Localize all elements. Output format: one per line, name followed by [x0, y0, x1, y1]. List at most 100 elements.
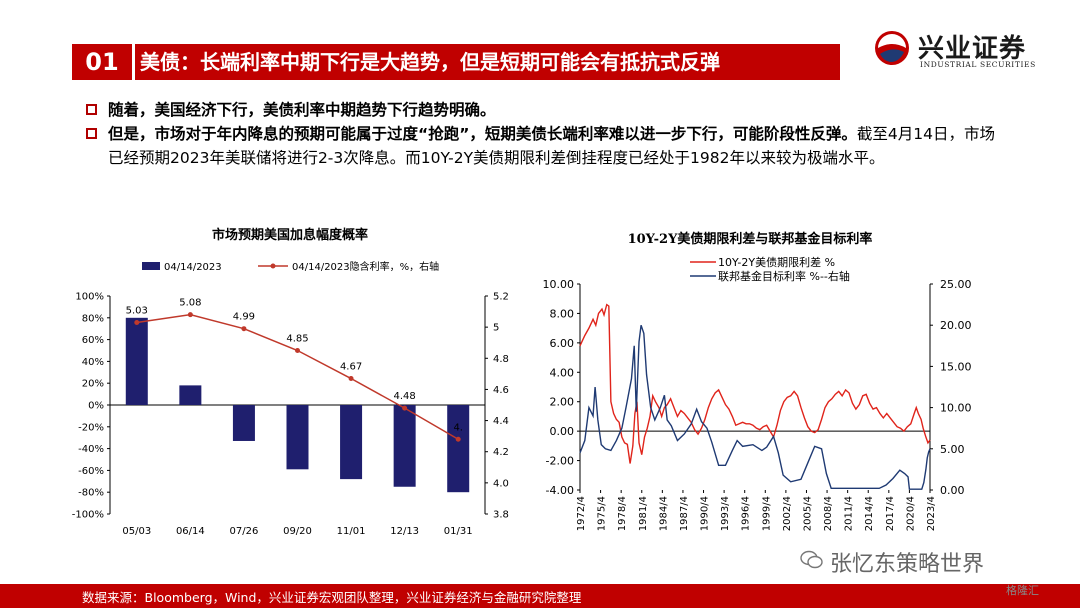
data-label: 5.03: [126, 305, 148, 316]
legend-line-marker: [270, 263, 276, 269]
rate-point: [295, 348, 300, 353]
y-right-tick-label: 0.00: [940, 484, 965, 497]
x-tick-label: 1984/4: [658, 496, 669, 531]
y-left-tick-label: 20%: [82, 379, 104, 390]
y-right-tick-label: 4.4: [493, 416, 509, 427]
rate-point: [348, 376, 354, 382]
legend-spread-label: 10Y-2Y美债期限利差 %: [718, 255, 835, 269]
y-right-tick-label: 5.00: [940, 443, 965, 456]
spread-line: [579, 303, 931, 464]
x-tick-label: 06/14: [176, 526, 205, 537]
x-tick-label: 05/03: [122, 526, 151, 537]
x-tick-label: 12/13: [390, 526, 419, 537]
rate-point: [455, 436, 461, 442]
y-left-tick-label: 100%: [75, 292, 104, 303]
bullet-bold-text: 但是，市场对于年内降息的预期可能属于过度“抢跑”，短期美债长端利率难以进一步下行…: [108, 125, 857, 143]
brand-name: 兴业证券: [918, 34, 1027, 64]
brand-subtitle: INDUSTRIAL SECURITIES: [920, 60, 1036, 69]
brand-logo-icon: [875, 31, 909, 65]
y-left-tick-label: 4.00: [550, 366, 575, 379]
wechat-icon: [800, 550, 823, 569]
y-right-tick-label: 5: [493, 323, 499, 334]
x-tick-label: 1987/4: [679, 496, 690, 531]
data-label: 4.85: [286, 334, 308, 345]
bar: [393, 405, 416, 487]
checkbox-square-icon: [86, 104, 97, 115]
x-tick-label: 2014/4: [864, 496, 875, 531]
y-left-tick-label: -80%: [78, 488, 104, 499]
x-tick-label: 2008/4: [823, 496, 834, 531]
fed-funds-line: [579, 324, 931, 490]
x-tick-label: 1996/4: [741, 496, 752, 531]
bar: [340, 405, 363, 480]
y-right-tick-label: 4.2: [493, 447, 509, 458]
legend-bar-label: 04/14/2023: [164, 262, 222, 273]
x-tick-label: 11/01: [337, 526, 366, 537]
rate-point: [241, 326, 247, 332]
x-tick-label: 09/20: [283, 526, 312, 537]
y-right-tick-label: 4.8: [493, 354, 509, 365]
watermark-text: 张忆东策略世界: [830, 552, 985, 577]
y-left-tick-label: -2.00: [546, 455, 574, 468]
y-right-tick-label: 25.00: [940, 278, 972, 291]
y-left-tick-label: 60%: [82, 335, 104, 346]
title-bar: [72, 44, 840, 80]
y-left-tick-label: 0%: [88, 401, 104, 412]
bullet-list: 随着，美国经济下行，美债利率中期趋势下行趋势明确。 但是，市场对于年内降息的预期…: [86, 98, 1006, 170]
corner-watermark: 格隆汇: [1006, 584, 1039, 597]
y-left-tick-label: 2.00: [550, 396, 575, 409]
checkbox-square-icon: [86, 128, 97, 139]
y-left-tick-label: 40%: [82, 357, 104, 368]
y-right-tick-label: 4.0: [493, 478, 509, 489]
bar: [447, 405, 470, 493]
bar: [232, 405, 255, 441]
y-left-tick-label: 10.00: [543, 278, 575, 291]
y-right-tick-label: 20.00: [940, 319, 972, 332]
page-title: 美债：长端利率中期下行是大趋势，但是短期可能会有抵抗式反弹: [140, 50, 720, 74]
chart2-title: 10Y-2Y美债期限利差与联邦基金目标利率: [627, 232, 873, 247]
y-right-tick-label: 4.6: [493, 385, 509, 396]
y-left-tick-label: -60%: [78, 466, 104, 477]
bar: [125, 317, 148, 405]
y-right-tick-label: 5.2: [493, 292, 509, 303]
data-label: 5.08: [179, 298, 201, 309]
bullet-text: 截至4月14日，市场已经预期2023年美联储将进行2-3次降息。而10Y-2Y美…: [108, 125, 995, 167]
bullet-item: 随着，美国经济下行，美债利率中期趋势下行趋势明确。: [86, 98, 1006, 122]
x-tick-label: 07/26: [230, 526, 259, 537]
x-tick-label: 1981/4: [638, 496, 649, 531]
x-tick-label: 2002/4: [782, 496, 793, 531]
chart2-svg: 10Y-2Y美债期限利差 %联邦基金目标利率 %--右轴 10.00 8.00 6.0…: [543, 255, 972, 531]
y-right-tick-label: 10.00: [940, 402, 972, 415]
y-left-tick-label: 80%: [82, 313, 104, 324]
y-left-tick-label: 0.00: [550, 425, 575, 438]
legend-line-label: 04/14/2023隐含利率，%，右轴: [292, 260, 439, 273]
x-tick-label: 1999/4: [761, 496, 772, 531]
bar: [179, 385, 202, 405]
y-right-tick-label: 15.00: [940, 360, 972, 373]
x-tick-label: 2005/4: [802, 496, 813, 531]
x-tick-label: 1972/4: [576, 496, 587, 531]
y-left-tick-label: -4.00: [546, 484, 574, 497]
rate-point: [187, 312, 193, 318]
bullet-bold-text: 随着，美国经济下行，美债利率中期趋势下行趋势明确。: [108, 101, 496, 119]
section-number: 01: [72, 44, 135, 80]
y-left-tick-label: 6.00: [550, 337, 575, 350]
data-label: 4.99: [233, 312, 255, 323]
footer-bar: [0, 584, 1080, 608]
data-label: 4.67: [340, 362, 362, 373]
x-tick-label: 2017/4: [885, 496, 896, 531]
legend-fed-label: 联邦基金目标利率 %--右轴: [718, 269, 850, 283]
y-left-tick-label: -20%: [78, 422, 104, 433]
bullet-item: 但是，市场对于年内降息的预期可能属于过度“抢跑”，短期美债长端利率难以进一步下行…: [86, 122, 1006, 170]
legend-bar-swatch: [142, 262, 160, 270]
data-source: 数据来源：Bloomberg，Wind，兴业证券宏观团队整理，兴业证券经济与金融…: [82, 590, 582, 605]
x-tick-label: 01/31: [444, 526, 473, 537]
rate-point: [402, 405, 408, 411]
x-tick-label: 2023/4: [926, 496, 937, 531]
chart1-title: 市场预期美国加息幅度概率: [211, 228, 368, 243]
x-tick-label: 1993/4: [720, 496, 731, 531]
data-label: 4.48: [394, 391, 416, 402]
data-label: 4.: [453, 422, 463, 433]
chart1-svg: 04/14/2023 04/14/2023隐含利率，%，右轴 100% 80% 60% 4…: [72, 260, 509, 537]
y-left-tick-label: -40%: [78, 444, 104, 455]
